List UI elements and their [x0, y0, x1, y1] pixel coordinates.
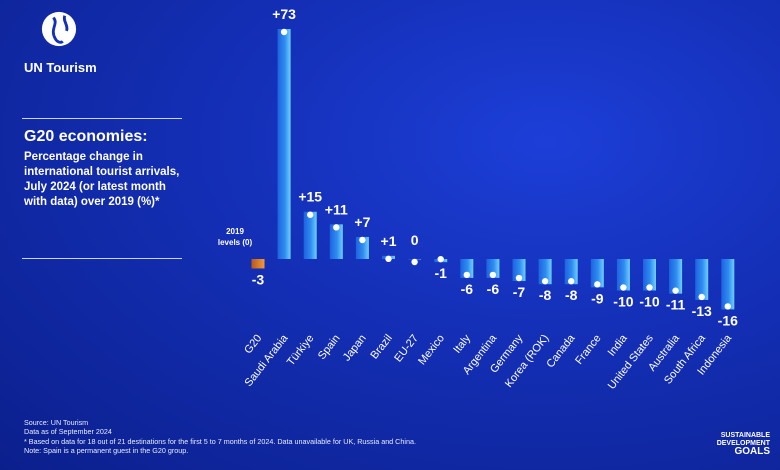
title-rule-bottom [22, 258, 182, 259]
data-labels-group: -3+73+15+11+7+1 0-1-6 -6 -7 -8 -8 -9 -10 -10 -11-… [252, 6, 738, 328]
bar-end-marker [672, 287, 679, 294]
bar-korea-rok- [538, 259, 552, 285]
chart-title: G20 economies: [24, 128, 148, 145]
bar-canada [564, 259, 578, 285]
baseline-label: 2019 levels (0) [217, 227, 253, 247]
bar-south-africa [695, 259, 709, 300]
data-label: +15 [298, 189, 322, 205]
brand-name: UN Tourism [24, 60, 97, 75]
data-label: -16 [718, 312, 738, 328]
data-label: -6 [461, 281, 474, 297]
data-label: -8 [539, 287, 552, 303]
bar-end-marker [724, 303, 731, 310]
bar-japan [355, 236, 369, 259]
data-label: 0 [411, 232, 419, 248]
bar-end-marker [411, 258, 418, 266]
bar-end-marker [359, 236, 366, 244]
footer-source: Source: UN Tourism [24, 418, 89, 427]
sdg-line-1: SUSTAINABLE [720, 432, 770, 439]
bar-end-marker [568, 278, 575, 285]
sdg-line-2: DEVELOPMENT [716, 440, 770, 447]
data-label: -11 [666, 297, 686, 313]
bar-australia [669, 259, 683, 294]
footer-note-1: * Based on data for 18 out of 21 destina… [24, 436, 416, 446]
category-label: Spain [316, 332, 343, 362]
bar-indonesia [721, 259, 735, 310]
data-label: -10 [639, 294, 659, 310]
category-label: Italy [451, 332, 473, 356]
data-label: -1 [434, 265, 447, 281]
bar-end-marker [620, 284, 627, 291]
data-label: -9 [591, 290, 604, 306]
footer: Source: UN Tourism Data as of September … [24, 418, 416, 456]
bar-end-marker [541, 278, 549, 285]
bar-end-marker [646, 284, 653, 291]
data-label: -7 [513, 284, 526, 300]
sdg-logo: SUSTAINABLE DEVELOPMENT GOALS [700, 432, 770, 457]
bar-end-marker [489, 271, 497, 279]
bar-g20 [251, 259, 265, 269]
un-tourism-globe-icon [41, 11, 77, 47]
bar-end-marker [333, 224, 340, 231]
bar-end-marker [280, 28, 288, 36]
bar-argentina [486, 259, 500, 278]
sdg-line-3: GOALS [734, 446, 770, 457]
title-rule-top [22, 118, 182, 119]
bar-spain [329, 224, 343, 259]
data-label: -13 [692, 303, 712, 319]
data-label: -8 [565, 287, 578, 303]
data-label: -10 [613, 294, 633, 310]
footer-note-2: Note: Spain is a permanent guest in the … [24, 446, 189, 456]
data-label: -3 [252, 271, 265, 287]
bar-united-states [643, 259, 656, 291]
bar-italy [460, 259, 474, 278]
category-label: G20 [242, 332, 264, 356]
category-label: Türkiye [285, 332, 317, 368]
category-label: India [606, 332, 631, 359]
data-label: +11 [325, 201, 348, 217]
category-label: Canada [544, 332, 578, 370]
chart-subtitle: Percentage change in international touri… [24, 151, 180, 208]
category-label: France [573, 332, 604, 366]
bar-india [616, 259, 630, 291]
bar-end-marker [698, 293, 705, 301]
footer-date: Data as of September 2024 [24, 427, 112, 437]
bar-end-marker [307, 211, 314, 218]
chart-heading: G20 economies: Percentage change in inte… [24, 128, 184, 210]
category-label: Mexico [416, 332, 447, 367]
bar-end-marker [437, 255, 444, 263]
bar-saudi-arabia [277, 29, 291, 259]
bars-group [251, 28, 735, 310]
data-label: -6 [487, 281, 500, 297]
data-label: +73 [272, 6, 296, 22]
category-label: Brazil [368, 332, 394, 361]
bar-germany [512, 259, 526, 282]
data-label: +1 [381, 233, 397, 249]
bar-end-marker [385, 255, 392, 263]
bar-end-marker [515, 274, 523, 282]
bar-end-marker [463, 271, 470, 279]
bar-t-rkiye [303, 211, 317, 259]
category-label: Japan [341, 332, 369, 363]
bar-france [590, 259, 604, 288]
bar-end-marker [594, 281, 601, 288]
data-label: +7 [354, 214, 370, 230]
